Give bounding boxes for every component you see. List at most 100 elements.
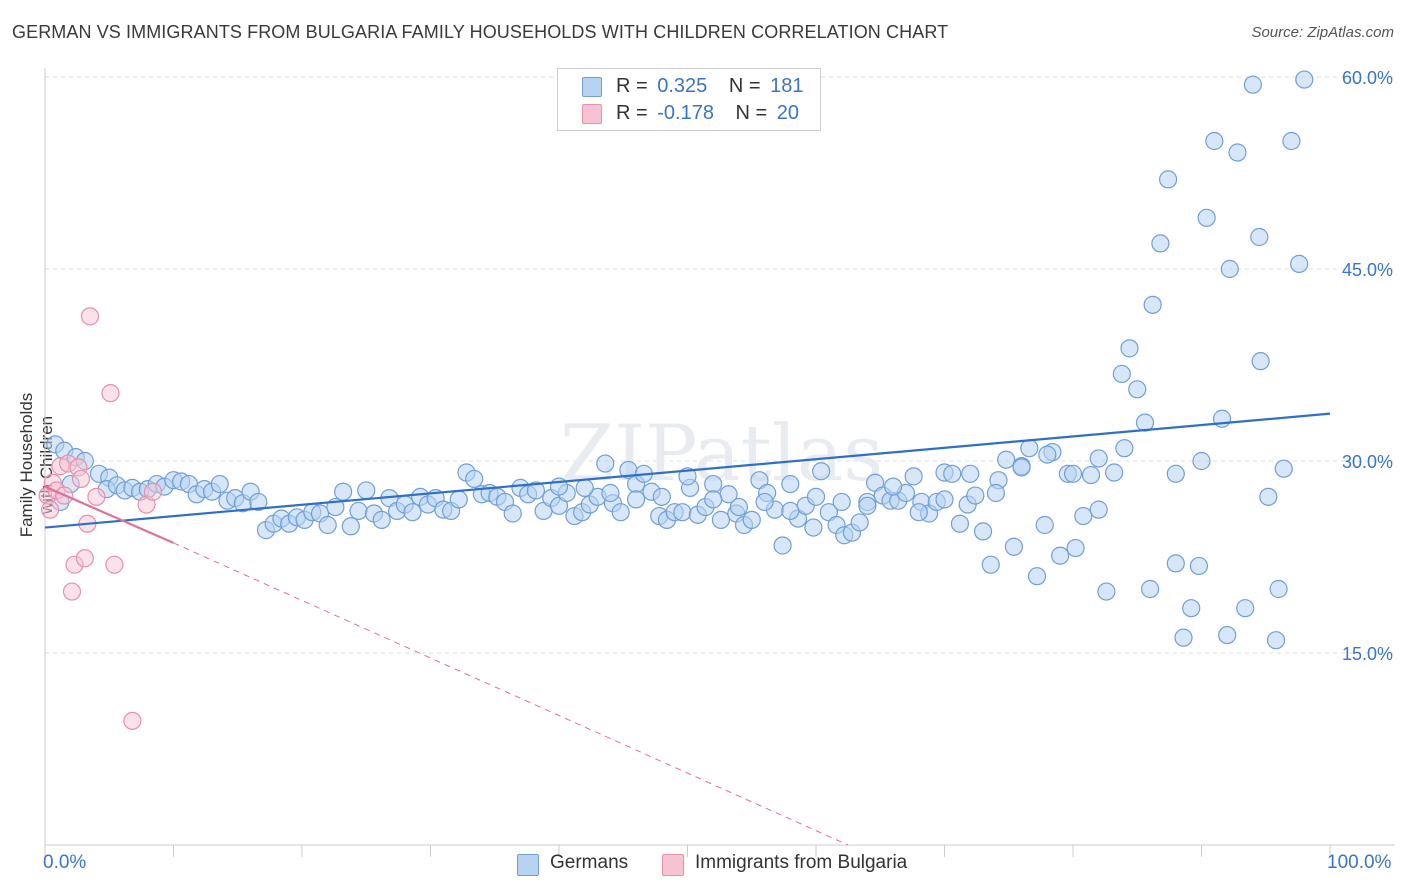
germans-point: [1182, 599, 1201, 618]
germans-point: [1251, 352, 1270, 371]
germans-point: [1189, 556, 1209, 576]
germans-point: [1192, 451, 1211, 471]
germans-point: [1228, 143, 1247, 162]
germans-point: [832, 492, 851, 512]
r-label: R =: [616, 75, 648, 97]
germans-point: [1105, 463, 1124, 482]
bulgaria-point: [87, 487, 106, 506]
germans-point: [1295, 70, 1314, 89]
bulgaria-point: [101, 384, 120, 403]
germans-point: [966, 486, 985, 505]
y-tick-label: 60.0%: [1342, 68, 1393, 88]
bulgaria-trend-line: [44, 485, 174, 544]
germans-point: [1259, 487, 1278, 506]
germans-point: [1158, 170, 1178, 189]
germans-point: [1128, 380, 1147, 399]
germans-point: [601, 483, 620, 503]
bulgaria-legend-label: Immigrants from Bulgaria: [695, 852, 908, 873]
germans-point: [1151, 234, 1170, 253]
germans-point: [773, 536, 792, 555]
germans-point: [1243, 75, 1263, 94]
bulgaria-point: [71, 469, 91, 489]
germans-point: [526, 481, 545, 500]
chart-title: GERMAN VS IMMIGRANTS FROM BULGARIA FAMIL…: [12, 22, 949, 42]
germans-point: [1012, 458, 1031, 477]
n-value: 20: [776, 102, 800, 124]
germans-point: [781, 474, 800, 494]
germans-point: [1035, 515, 1054, 535]
germans-point: [1112, 364, 1131, 384]
germans-point: [449, 490, 468, 509]
germans-point: [1074, 506, 1093, 526]
germans-point: [575, 478, 594, 497]
germans-point: [935, 490, 954, 509]
germans-point: [961, 464, 980, 483]
germans-point: [652, 487, 671, 506]
r-value: 0.325: [657, 75, 708, 97]
germans-point: [1143, 295, 1162, 314]
germans-point: [1051, 546, 1070, 565]
germans-point: [1269, 579, 1288, 599]
germans-legend-label: Germans: [550, 852, 629, 873]
germans-point: [909, 503, 928, 522]
germans-point: [673, 503, 692, 522]
germans-point: [858, 496, 877, 515]
germans-point: [1166, 464, 1185, 483]
germans-point: [1063, 464, 1083, 483]
germans-swatch: [582, 77, 602, 97]
germans-point: [704, 474, 723, 494]
germans-point: [1205, 131, 1224, 151]
bulgaria-point: [143, 482, 163, 501]
germans-point: [503, 504, 522, 523]
germans-trend-line: [44, 412, 1331, 529]
germans-point: [704, 490, 723, 509]
germans-legend-swatch: [517, 854, 539, 876]
axes: [44, 68, 1395, 857]
bulgaria-point: [80, 307, 100, 326]
germans-point: [1038, 445, 1057, 464]
r-label: R =: [616, 102, 648, 124]
germans-point: [781, 501, 800, 521]
bulgaria-point: [105, 555, 124, 574]
germans-point: [1120, 339, 1139, 358]
germans-point: [1004, 537, 1023, 556]
germans-point: [812, 462, 831, 481]
n-value: 181: [770, 75, 804, 97]
x-tick-label-max: 100.0%: [1327, 852, 1392, 873]
germans-point: [341, 517, 360, 536]
germans-point: [1290, 254, 1309, 273]
germans-points: [46, 70, 1314, 650]
germans-point: [806, 487, 826, 506]
bulgaria-point: [41, 500, 60, 519]
germans-point: [1089, 500, 1108, 519]
germans-point: [1115, 439, 1134, 458]
germans-point: [1066, 538, 1085, 558]
bulgaria-point: [75, 549, 94, 568]
trend-lines: [44, 412, 1331, 846]
germans-point: [349, 501, 368, 521]
germans-point: [997, 450, 1016, 469]
germans-point: [755, 492, 774, 512]
bulgaria-swatch: [582, 104, 602, 124]
germans-point: [742, 510, 761, 529]
germans-point: [1027, 567, 1047, 586]
germans-point: [904, 467, 923, 486]
source-label: Source: ZipAtlas.com: [1251, 24, 1394, 41]
germans-point: [372, 510, 391, 529]
y-tick-label: 45.0%: [1342, 260, 1393, 280]
germans-point: [1250, 227, 1269, 247]
germans-point: [986, 483, 1006, 503]
bulgaria-legend-swatch: [662, 854, 684, 876]
germans-point: [943, 464, 962, 483]
germans-point: [1218, 625, 1237, 645]
germans-point: [210, 474, 229, 494]
germans-point: [1197, 208, 1216, 227]
n-label: N =: [728, 75, 761, 97]
germans-point: [1020, 439, 1039, 458]
germans-point: [804, 518, 823, 537]
germans-point: [883, 477, 903, 496]
y-tick-label: 30.0%: [1342, 452, 1393, 472]
germans-point: [950, 514, 970, 533]
germans-point: [711, 510, 731, 529]
